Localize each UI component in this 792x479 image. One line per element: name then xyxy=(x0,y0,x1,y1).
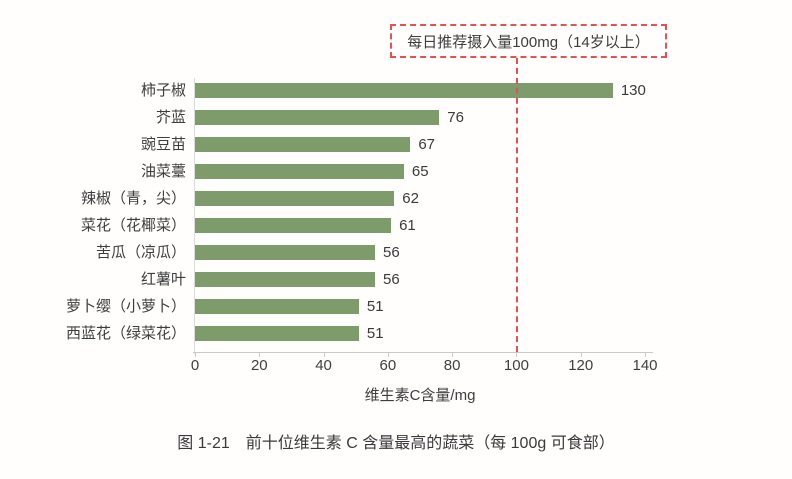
category-label: 芥蓝 xyxy=(155,109,186,126)
bar xyxy=(195,218,392,233)
x-axis-tick xyxy=(387,352,389,357)
value-label: 62 xyxy=(402,190,419,207)
x-axis-tick xyxy=(516,352,518,357)
bar-row: 苦瓜（凉瓜） 56 xyxy=(96,239,645,266)
value-label: 56 xyxy=(383,244,400,261)
x-axis-tick xyxy=(580,352,582,357)
bar xyxy=(195,83,613,98)
bar xyxy=(195,137,411,152)
bar-row: 红薯叶 56 xyxy=(141,266,645,293)
value-label: 76 xyxy=(447,109,464,126)
value-label: 67 xyxy=(418,136,436,153)
bar xyxy=(195,245,375,260)
reference-annotation-label: 每日推荐摄入量100mg（14岁以上） xyxy=(407,33,650,51)
x-axis-tick xyxy=(323,352,325,357)
x-axis-tick xyxy=(645,352,646,357)
bar-row: 萝卜缨（小萝卜） 51 xyxy=(66,293,645,320)
bar-row: 油菜薹 65 xyxy=(141,158,645,185)
bar xyxy=(195,110,440,125)
category-label: 西蓝花（绿菜花） xyxy=(65,325,186,342)
category-label: 柿子椒 xyxy=(140,82,186,99)
x-axis-tick-label: 120 xyxy=(568,357,594,374)
bar xyxy=(195,326,359,341)
bar-row: 西蓝花（绿菜花） 51 xyxy=(66,320,645,347)
bar-row: 豌豆苗 67 xyxy=(141,131,645,158)
reference-annotation-box: 每日推荐摄入量100mg（14岁以上） xyxy=(390,24,667,58)
bar-row: 菜花（花椰菜） 61 xyxy=(81,212,645,239)
x-axis-tick xyxy=(195,352,196,357)
category-label: 红薯叶 xyxy=(140,271,186,288)
x-axis-tick-label: 0 xyxy=(190,357,200,374)
x-axis-tick-label: 100 xyxy=(503,357,529,374)
category-label: 豌豆苗 xyxy=(140,136,186,153)
category-label: 油菜薹 xyxy=(140,163,186,180)
x-axis-line xyxy=(193,352,653,353)
x-axis-tick xyxy=(259,352,261,357)
x-axis-tick xyxy=(452,352,454,357)
value-label: 61 xyxy=(399,217,416,234)
x-axis-tick-label: 140 xyxy=(632,357,658,374)
category-label: 辣椒（青，尖） xyxy=(80,190,186,207)
figure-caption: 图 1-21 前十位维生素 C 含量最高的蔬菜（每 100g 可食部） xyxy=(177,435,615,452)
bar xyxy=(195,191,395,206)
value-label: 65 xyxy=(411,163,429,180)
reference-line xyxy=(516,58,519,352)
value-label: 51 xyxy=(366,298,384,315)
bar xyxy=(195,272,375,287)
x-axis-ticks xyxy=(195,352,646,358)
x-axis-tick-label: 80 xyxy=(443,357,461,374)
bar xyxy=(195,299,359,314)
bar-row: 柿子椒 130 xyxy=(141,77,646,104)
value-label: 130 xyxy=(620,82,646,99)
value-label: 56 xyxy=(383,271,400,288)
x-axis-tick-labels: 0 20 40 60 80 100 120 140 xyxy=(191,357,658,375)
x-axis-title: 维生素C含量/mg xyxy=(364,387,476,404)
y-axis-line xyxy=(194,78,195,354)
x-axis-tick-label: 20 xyxy=(250,357,268,374)
bar-rows: 柿子椒 130 芥蓝 76 豌豆苗 67 油菜薹 65 辣椒（青，尖） 62 菜花（花椰菜） 61 苦瓜… xyxy=(66,77,646,347)
category-label: 萝卜缨（小萝卜） xyxy=(65,298,186,315)
x-axis-tick-label: 40 xyxy=(315,357,332,374)
category-label: 菜花（花椰菜） xyxy=(80,217,186,234)
bar-row: 辣椒（青，尖） 62 xyxy=(81,185,645,212)
x-axis-tick-label: 60 xyxy=(379,357,397,374)
value-label: 51 xyxy=(366,325,384,342)
category-label: 苦瓜（凉瓜） xyxy=(95,244,186,261)
bar xyxy=(195,164,404,179)
bar-row: 芥蓝 76 xyxy=(156,104,645,131)
